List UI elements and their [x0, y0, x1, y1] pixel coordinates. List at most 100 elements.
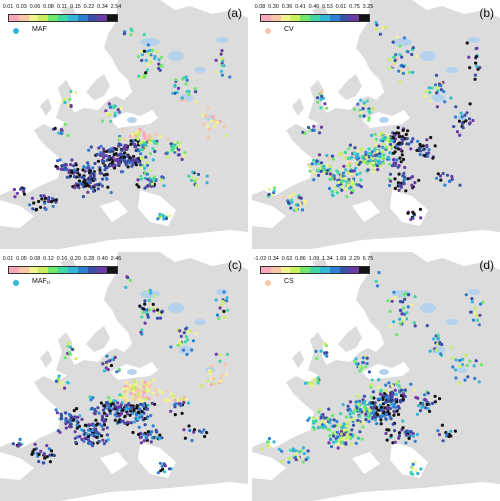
- station-point: [310, 384, 314, 388]
- station-point: [167, 467, 172, 471]
- station-point: [129, 142, 133, 146]
- station-point: [323, 342, 327, 346]
- station-point: [183, 436, 187, 440]
- station-point: [104, 154, 108, 158]
- station-point: [409, 147, 413, 151]
- station-point: [165, 389, 170, 393]
- station-point: [358, 114, 362, 118]
- station-point: [362, 394, 366, 398]
- station-point: [328, 434, 332, 438]
- station-point: [91, 166, 95, 170]
- station-point: [209, 119, 213, 123]
- station-point: [379, 418, 383, 422]
- station-point: [140, 315, 144, 319]
- station-point: [308, 128, 313, 132]
- variable-name: MAF: [32, 278, 47, 285]
- station-point: [205, 174, 209, 178]
- station-point: [222, 316, 227, 320]
- station-point: [189, 178, 194, 182]
- station-point: [72, 168, 77, 172]
- station-point: [412, 321, 416, 325]
- station-point: [377, 378, 381, 382]
- station-point: [63, 166, 67, 170]
- station-point: [410, 140, 414, 144]
- station-point: [108, 359, 112, 363]
- station-point: [382, 156, 386, 161]
- station-point: [82, 178, 86, 183]
- station-point: [425, 402, 429, 406]
- station-point: [396, 412, 401, 417]
- station-point: [220, 73, 224, 77]
- station-point: [141, 404, 145, 408]
- station-point: [354, 441, 358, 445]
- station-point: [120, 157, 124, 161]
- station-point: [374, 143, 378, 147]
- station-point: [57, 374, 61, 378]
- station-point: [411, 472, 415, 476]
- station-point: [374, 27, 378, 31]
- station-point: [413, 324, 417, 328]
- station-point: [70, 158, 74, 162]
- station-point: [395, 35, 399, 39]
- station-point: [146, 137, 150, 141]
- station-point: [355, 172, 359, 177]
- station-point: [30, 196, 34, 200]
- station-point: [468, 121, 472, 125]
- station-point: [134, 145, 138, 149]
- station-point: [135, 159, 139, 163]
- station-point: [56, 377, 60, 381]
- station-point: [142, 131, 146, 135]
- sea-shape: [60, 230, 248, 249]
- station-point: [185, 352, 189, 357]
- color-legend: 0.01 0.05 0.08 0.12 0.16 0.20 0.28 0.40 2.46 MAFH: [3, 256, 122, 292]
- station-point: [176, 153, 181, 157]
- lake-shape: [457, 367, 467, 373]
- station-point: [184, 335, 189, 339]
- legend-swatch: [349, 267, 360, 273]
- station-point: [286, 201, 291, 205]
- station-point: [86, 184, 90, 188]
- station-point: [95, 430, 99, 434]
- station-point: [115, 370, 119, 374]
- station-point: [142, 439, 146, 443]
- station-point: [87, 148, 91, 152]
- station-point: [365, 361, 369, 366]
- station-point: [155, 430, 159, 434]
- station-point: [401, 320, 405, 324]
- station-point: [152, 175, 156, 179]
- station-point: [136, 178, 140, 182]
- station-point: [374, 415, 378, 419]
- station-point: [107, 396, 111, 400]
- station-point: [334, 439, 338, 443]
- station-point: [145, 163, 150, 168]
- station-point: [114, 152, 118, 156]
- legend-tick-label: 0.34: [97, 4, 108, 10]
- station-point: [207, 369, 211, 373]
- station-point: [475, 46, 479, 51]
- station-point: [356, 154, 360, 159]
- station-point: [122, 159, 127, 164]
- station-point: [146, 389, 150, 393]
- station-point: [398, 321, 402, 326]
- legend-swatch: [77, 15, 88, 21]
- station-point: [65, 344, 70, 348]
- station-point: [159, 63, 163, 67]
- station-point: [86, 161, 90, 165]
- station-point: [339, 412, 343, 416]
- station-point: [388, 415, 392, 419]
- station-point: [123, 395, 127, 399]
- station-point: [438, 341, 442, 346]
- station-point: [332, 174, 336, 178]
- station-point: [288, 194, 292, 198]
- station-point: [316, 173, 321, 177]
- station-point: [37, 452, 41, 456]
- legend-tick-label: 0.46: [308, 4, 320, 10]
- station-point: [59, 167, 64, 171]
- legend-tick-label: 0.12: [43, 256, 54, 262]
- station-point: [144, 311, 148, 315]
- station-point: [335, 169, 339, 173]
- station-point: [176, 343, 180, 347]
- station-point: [104, 176, 108, 180]
- station-point: [395, 409, 399, 413]
- station-point: [397, 406, 401, 410]
